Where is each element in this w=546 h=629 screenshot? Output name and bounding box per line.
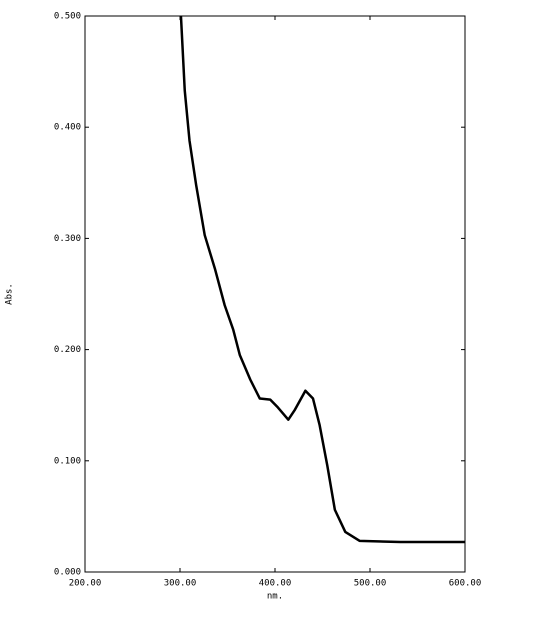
plot-frame bbox=[84, 15, 466, 573]
y-tick-label: 0.300 bbox=[54, 234, 81, 244]
y-tick-label: 0.000 bbox=[54, 568, 81, 578]
x-tick-label: 600.00 bbox=[449, 579, 482, 589]
y-tick-label: 0.400 bbox=[54, 123, 81, 133]
y-tick-label: 0.500 bbox=[54, 12, 81, 22]
y-axis-label: Abs. bbox=[5, 283, 15, 305]
x-tick-label: 300.00 bbox=[164, 579, 197, 589]
spectrum-line bbox=[179, 15, 465, 544]
y-tick-label: 0.200 bbox=[54, 345, 81, 355]
x-tick-label: 400.00 bbox=[259, 579, 292, 589]
y-tick-label: 0.100 bbox=[54, 456, 81, 466]
x-tick-label: 500.00 bbox=[354, 579, 387, 589]
x-axis-label: nm. bbox=[267, 592, 283, 602]
x-tick-label: 200.00 bbox=[69, 579, 102, 589]
